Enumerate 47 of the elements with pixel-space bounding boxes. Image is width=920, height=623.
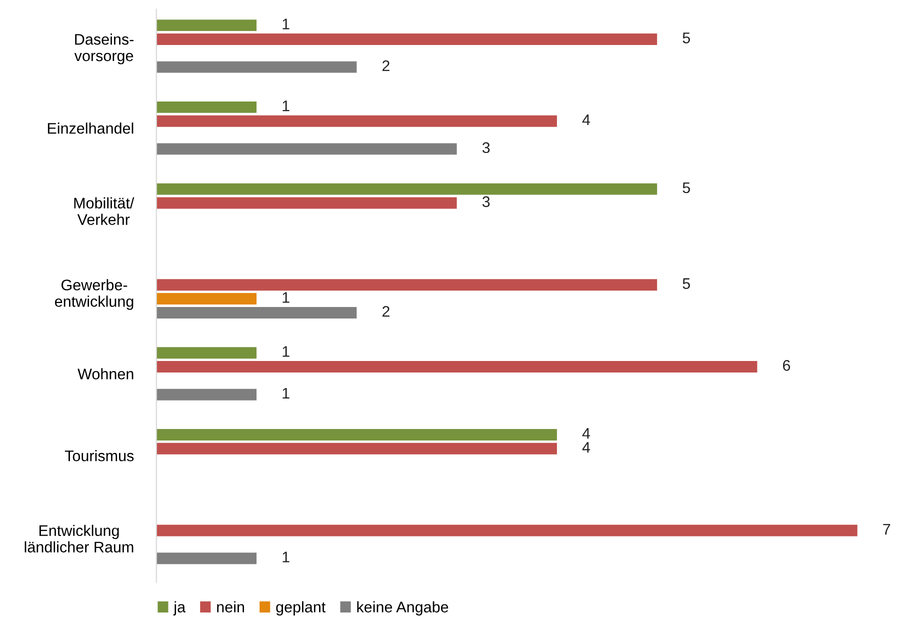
- y-tick-label: Gewerbe- entwicklung: [55, 279, 134, 310]
- y-tick-label: Einzelhandel: [48, 122, 134, 134]
- bar: [156, 101, 257, 113]
- data-label: 1: [282, 346, 290, 357]
- bar: [156, 183, 658, 195]
- bar: [156, 552, 257, 564]
- bar: [156, 115, 557, 127]
- bar: [156, 428, 557, 440]
- data-label: 3: [482, 142, 490, 154]
- bar: [156, 306, 357, 318]
- bar: [156, 143, 457, 155]
- data-label: 1: [282, 552, 290, 562]
- data-label: 2: [382, 60, 390, 72]
- y-tick-label: Entwicklung ländlicher Raum: [24, 524, 134, 552]
- y-tick-label: Mobilität/ Verkehr: [74, 197, 134, 225]
- data-label: 2: [382, 306, 390, 317]
- data-label: 4: [582, 428, 590, 439]
- data-label: 1: [282, 292, 290, 303]
- legend-label: geplant: [276, 601, 326, 616]
- legend-label: ja: [173, 601, 186, 616]
- data-label: 7: [883, 524, 890, 534]
- data-label: 3: [482, 196, 490, 208]
- bar: [156, 197, 457, 209]
- bar: [156, 347, 257, 359]
- bar: [156, 34, 658, 45]
- y-tick-label: Tourismus: [64, 450, 134, 462]
- bar: [156, 388, 257, 400]
- legend-label: nein: [217, 601, 244, 612]
- data-label: 4: [582, 442, 590, 453]
- bar: [156, 442, 557, 454]
- data-label: 5: [682, 278, 690, 289]
- data-label: 1: [282, 18, 290, 30]
- bar: [156, 279, 658, 291]
- data-label: 1: [282, 100, 290, 112]
- data-label: 1: [282, 388, 290, 399]
- bar: [156, 293, 257, 305]
- data-label: 4: [582, 114, 590, 126]
- data-label: 5: [682, 182, 690, 194]
- data-label: 6: [783, 360, 790, 371]
- legend-label: keine Angabe: [357, 601, 448, 616]
- bar: [156, 361, 758, 372]
- bar: [156, 20, 257, 32]
- y-tick-label: Wohnen: [78, 368, 134, 380]
- data-label: 5: [682, 32, 690, 44]
- y-tick-label: Daseins- vorsorge: [74, 34, 134, 64]
- bar: [156, 61, 357, 73]
- bar: [156, 524, 858, 536]
